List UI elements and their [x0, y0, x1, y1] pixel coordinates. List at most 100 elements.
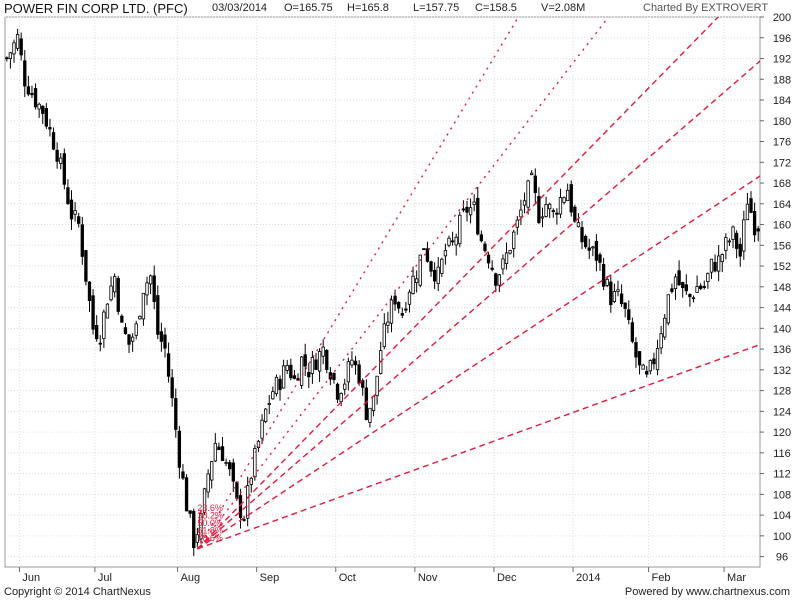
- candle-body: [601, 264, 606, 287]
- candle-body: [159, 331, 164, 342]
- fan-level-label: 38.2%: [197, 510, 223, 520]
- y-tick-label: 112: [773, 469, 791, 481]
- candle-body: [454, 236, 458, 246]
- candle-body: [709, 258, 714, 273]
- candle-body: [407, 291, 412, 305]
- y-tick-label: 120: [773, 427, 791, 439]
- y-tick-label: 160: [773, 220, 791, 232]
- y-tick-label: 164: [773, 199, 791, 211]
- candle-body: [519, 209, 523, 218]
- candle-body: [15, 34, 20, 49]
- candle-body: [389, 299, 394, 324]
- candle-body: [634, 342, 638, 358]
- candle-body: [332, 372, 336, 381]
- candle-body: [220, 446, 225, 461]
- candle-body: [134, 323, 138, 336]
- y-tick-label: 200: [773, 12, 791, 24]
- candle-body: [19, 38, 23, 56]
- candle-body: [677, 270, 681, 286]
- candle-body: [573, 206, 577, 222]
- candle-body: [84, 250, 88, 282]
- candle-body: [727, 240, 732, 243]
- candle-body: [213, 442, 217, 462]
- candle-body: [123, 327, 128, 334]
- candle-body: [59, 157, 63, 164]
- candle-body: [720, 254, 724, 262]
- candle-body: [501, 258, 505, 270]
- candle-body: [138, 315, 142, 320]
- candle-body: [432, 269, 437, 282]
- candle-body: [742, 219, 746, 252]
- candle-body: [655, 348, 660, 371]
- candle-body: [695, 286, 699, 293]
- candle-body: [734, 232, 739, 249]
- x-tick-label: 2014: [576, 572, 600, 584]
- candle-body: [37, 103, 41, 110]
- candle-body: [641, 364, 645, 370]
- y-tick-label: 192: [773, 54, 791, 66]
- candle-body: [235, 481, 239, 499]
- candle-body: [663, 317, 667, 338]
- y-tick-label: 176: [773, 137, 791, 149]
- candle-body: [461, 208, 466, 211]
- candle-body: [576, 222, 581, 228]
- candle-body: [339, 393, 343, 402]
- low-readout: L=157.75: [413, 2, 460, 14]
- candle-body: [148, 275, 153, 285]
- candle-body: [544, 203, 548, 217]
- candle-body: [630, 322, 635, 342]
- candle-body: [66, 187, 70, 204]
- candle-body: [289, 364, 293, 379]
- candle-body: [702, 286, 706, 288]
- candle-body: [508, 250, 512, 254]
- candle-body: [411, 275, 415, 294]
- candle-body: [447, 237, 451, 246]
- candle-body: [598, 254, 602, 263]
- candle-body: [393, 295, 397, 305]
- candle-body: [256, 440, 261, 448]
- candle-body: [623, 302, 627, 309]
- candle-body: [368, 407, 372, 423]
- candle-body: [184, 477, 189, 512]
- candle-body: [127, 334, 131, 345]
- x-tick-label: Jul: [98, 572, 112, 584]
- candle-body: [382, 323, 386, 348]
- candle-body: [713, 261, 717, 272]
- candle-body: [321, 346, 325, 357]
- y-tick-label: 96: [776, 552, 788, 564]
- candle-body: [195, 534, 200, 543]
- candle-body: [422, 248, 426, 251]
- candle-body: [418, 254, 422, 286]
- candle-body: [616, 289, 620, 292]
- candle-body: [637, 351, 642, 366]
- candle-body: [486, 254, 491, 264]
- y-tick-label: 140: [773, 323, 791, 335]
- candle-body: [202, 488, 207, 513]
- candle-body: [109, 285, 113, 301]
- candle-body: [335, 383, 340, 400]
- y-tick-label: 104: [773, 510, 791, 522]
- candle-body: [346, 361, 351, 383]
- candle-body: [163, 334, 167, 349]
- candle-body: [224, 462, 228, 464]
- candle-body: [192, 510, 196, 549]
- candle-body: [468, 207, 473, 216]
- candle-body: [612, 291, 617, 302]
- candle-body: [152, 275, 156, 303]
- candle-body: [242, 519, 246, 521]
- candle-body: [548, 203, 552, 210]
- candle-body: [263, 408, 268, 423]
- candle-body: [177, 430, 182, 468]
- candle-body: [530, 172, 534, 176]
- candle-body: [353, 360, 358, 366]
- candle-body: [5, 57, 9, 60]
- plot-frame: [4, 16, 761, 568]
- chart-title: POWER FIN CORP LTD. (PFC): [4, 1, 188, 16]
- candle-body: [526, 180, 530, 208]
- candle-body: [278, 378, 282, 390]
- candle-body: [551, 210, 555, 212]
- y-tick-label: 156: [773, 240, 791, 252]
- candle-body: [310, 357, 315, 374]
- candle-body: [350, 359, 354, 366]
- candle-body: [98, 342, 102, 345]
